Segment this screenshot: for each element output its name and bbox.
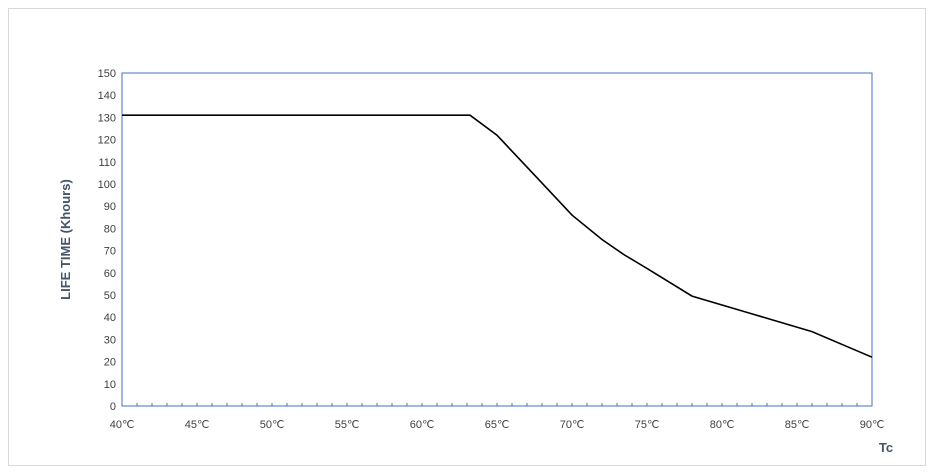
y-tick-label: 130 xyxy=(98,112,116,124)
y-tick-label: 120 xyxy=(98,135,116,147)
x-axis-ticks: 40℃ 45℃ 50℃ 55℃ 60℃ 65℃ 70℃ 75℃ 80℃ 85℃ 90℃ xyxy=(110,419,885,431)
y-tick-label: 40 xyxy=(104,312,116,324)
x-axis-title: Tc xyxy=(879,440,893,455)
y-axis-ticks: 0 10 20 30 40 50 60 70 80 90 100 110 120 130 140 150 xyxy=(98,68,116,413)
y-axis-title: LIFE TIME (Khours) xyxy=(58,179,73,300)
x-tick-label: 40℃ xyxy=(110,419,135,431)
y-tick-label: 10 xyxy=(104,379,116,391)
plot-area-border xyxy=(121,72,873,407)
x-tick-label: 70℃ xyxy=(560,419,585,431)
x-tick-label: 55℃ xyxy=(335,419,360,431)
y-tick-label: 0 xyxy=(110,401,116,413)
life-time-series-line xyxy=(122,114,873,358)
x-tick-label: 50℃ xyxy=(260,419,285,431)
y-tick-label: 150 xyxy=(98,68,116,80)
x-tick-label: 75℃ xyxy=(635,419,660,431)
x-axis-minor-ticks xyxy=(121,403,873,406)
x-tick-label: 90℃ xyxy=(860,419,885,431)
y-tick-label: 80 xyxy=(104,223,116,235)
x-tick-label: 85℃ xyxy=(785,419,810,431)
y-tick-label: 70 xyxy=(104,246,116,258)
y-tick-label: 20 xyxy=(104,357,116,369)
y-tick-label: 60 xyxy=(104,268,116,280)
y-tick-label: 140 xyxy=(98,90,116,102)
x-tick-label: 45℃ xyxy=(185,419,210,431)
chart-frame xyxy=(8,8,926,466)
x-tick-label: 65℃ xyxy=(485,419,510,431)
y-tick-label: 30 xyxy=(104,334,116,346)
x-tick-label: 80℃ xyxy=(710,419,735,431)
x-tick-label: 60℃ xyxy=(410,419,435,431)
y-tick-label: 100 xyxy=(98,179,116,191)
y-tick-label: 90 xyxy=(104,201,116,213)
y-tick-label: 50 xyxy=(104,290,116,302)
y-tick-label: 110 xyxy=(98,157,116,169)
